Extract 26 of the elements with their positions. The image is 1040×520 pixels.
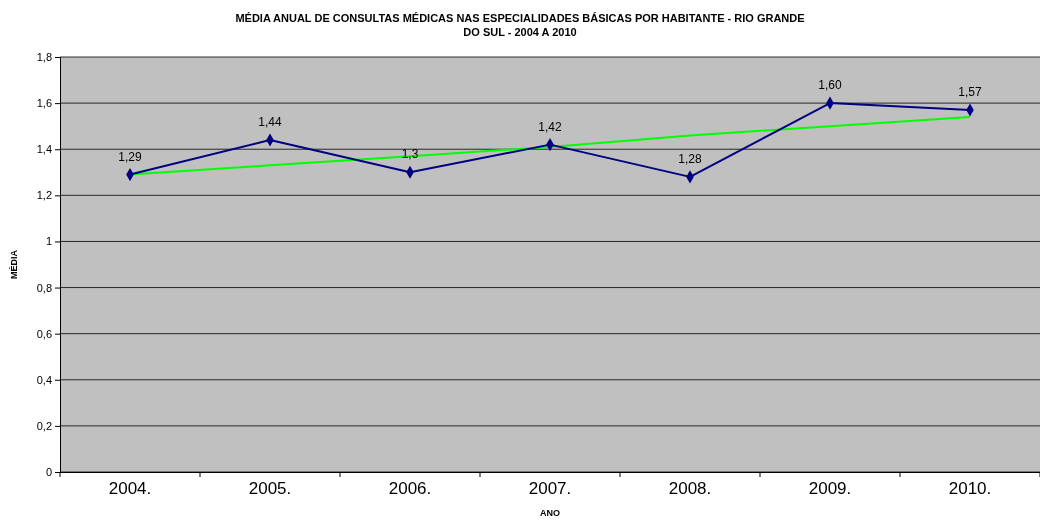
y-tick-label: 1,6 <box>36 97 52 110</box>
y-tick-label: 1,8 <box>36 51 52 64</box>
y-tick-label: 0 <box>45 466 52 479</box>
y-tick-label: 0,2 <box>36 419 52 432</box>
data-label: 1,42 <box>538 119 562 134</box>
data-label: 1,44 <box>258 115 282 129</box>
x-tick-label: 2006. <box>388 479 432 499</box>
x-tick-label: 2007. <box>528 479 572 499</box>
data-label: 1,29 <box>118 149 142 164</box>
y-tick-label: 1 <box>45 235 52 248</box>
y-tick-label: 1,2 <box>36 189 52 202</box>
y-tick-label: 0,8 <box>36 281 52 294</box>
chart-title: MÉDIA ANUAL DE CONSULTAS MÉDICAS NAS ESPECIALIDADES BÁSICAS POR HABITANTE - RIO GRANDE DO SUL - 2004 A 2010 <box>235 12 805 38</box>
y-tick-label: 0,4 <box>36 373 52 386</box>
x-tick-label: 2009. <box>808 479 852 499</box>
x-tick-label: 2010. <box>948 479 992 499</box>
data-label: 1,28 <box>678 151 702 166</box>
data-label: 1,57 <box>958 85 982 100</box>
x-tick-label: 2005. <box>248 479 292 499</box>
x-tick-label: 2004. <box>108 479 152 499</box>
y-tick-label: 0,6 <box>36 327 52 340</box>
x-axis-title: ANO <box>540 508 560 518</box>
x-tick-label: 2008. <box>668 479 712 499</box>
y-axis-title: MÉDIA <box>9 249 19 279</box>
data-label: 1,60 <box>818 78 842 93</box>
y-tick-label: 1,4 <box>36 143 52 156</box>
